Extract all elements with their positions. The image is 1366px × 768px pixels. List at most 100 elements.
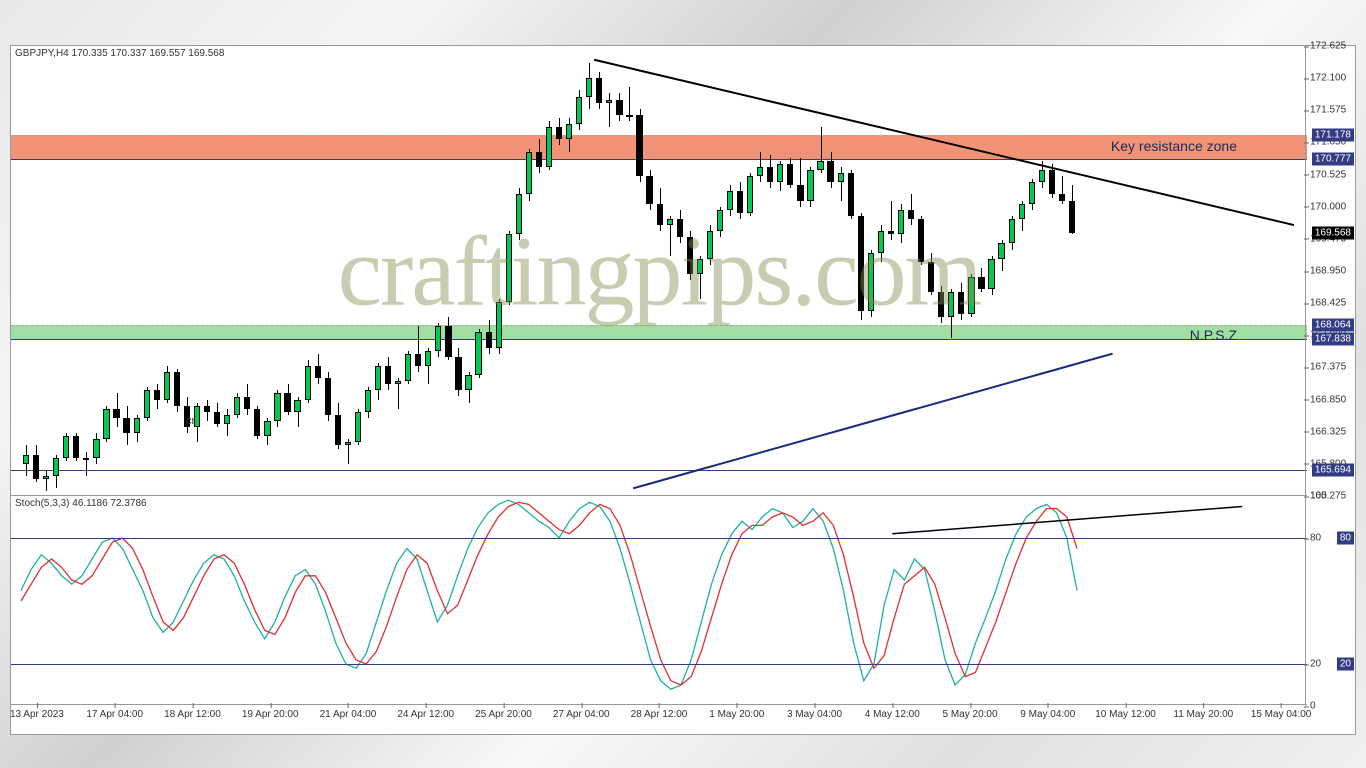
candle-body [606, 100, 612, 103]
price-tick: 172.100 [1310, 73, 1346, 84]
trendlines-layer [11, 46, 1307, 496]
candle-body [1029, 182, 1035, 203]
candle-body [415, 354, 421, 366]
candle-wick [46, 470, 47, 491]
time-tick: 17 Apr 04:00 [86, 709, 143, 720]
candle-body [435, 326, 441, 350]
price-line-label: 167.838 [1312, 333, 1354, 346]
candle-body [848, 173, 854, 216]
support-zone [11, 325, 1307, 339]
candle-body [294, 400, 300, 412]
time-tick: 4 May 12:00 [865, 709, 920, 720]
price-tick: 166.325 [1310, 426, 1346, 437]
candle-body [445, 326, 451, 357]
candle-body [646, 176, 652, 204]
price-tick: 168.950 [1310, 266, 1346, 277]
time-tick: 3 May 04:00 [787, 709, 842, 720]
candle-body [566, 124, 572, 139]
candle-body [425, 351, 431, 366]
stochastic-axis: 02080100 [1305, 496, 1355, 706]
price-tick: 167.375 [1310, 362, 1346, 373]
candle-wick [841, 167, 842, 201]
candle-body [928, 262, 934, 293]
stoch-level-label: 20 [1337, 658, 1354, 671]
candle-body [486, 332, 492, 347]
time-tick: 21 Apr 04:00 [320, 709, 377, 720]
stoch-tick: 20 [1310, 659, 1321, 670]
candle-body [958, 292, 964, 313]
horizontal-line [11, 470, 1307, 471]
candle-body [224, 415, 230, 424]
candle-body [838, 173, 844, 182]
time-tick: 1 May 20:00 [709, 709, 764, 720]
candle-body [174, 372, 180, 406]
price-tick: 171.575 [1310, 105, 1346, 116]
horizontal-line [11, 159, 1307, 160]
candle-body [264, 421, 270, 436]
stochastic-title: Stoch(5,3,3) 46.1186 72.3786 [15, 498, 147, 509]
time-tick: 5 May 20:00 [943, 709, 998, 720]
candle-body [43, 476, 49, 479]
candle-body [938, 292, 944, 316]
candle-body [596, 78, 602, 102]
candle-body [576, 97, 582, 125]
candle-body [1069, 201, 1075, 233]
candle-wick [609, 93, 610, 127]
price-tick: 168.425 [1310, 298, 1346, 309]
stochastic-lines [11, 496, 1307, 706]
price-line-label: 168.064 [1312, 319, 1354, 332]
main-price-chart[interactable]: craftingpips.com Key resistance zone N.P… [11, 46, 1307, 496]
candle-body [687, 237, 693, 274]
candle-body [586, 78, 592, 96]
candle-body [335, 415, 341, 446]
candle-wick [891, 201, 892, 241]
candle-body [1059, 194, 1065, 200]
candle-body [345, 442, 351, 445]
horizontal-line [11, 325, 1307, 326]
candle-body [113, 409, 119, 418]
resistance-zone-label: Key resistance zone [1111, 138, 1237, 154]
candle-body [53, 458, 59, 476]
candle-body [103, 409, 109, 440]
stoch-level-line [11, 664, 1307, 665]
candle-body [254, 409, 260, 437]
candle-body [465, 375, 471, 390]
stoch-tick: 100 [1310, 491, 1327, 502]
candle-body [405, 354, 411, 382]
candle-body [526, 152, 532, 195]
time-tick: 18 Apr 12:00 [164, 709, 221, 720]
candle-body [164, 372, 170, 400]
candle-body [807, 170, 813, 201]
price-line-label: 170.777 [1312, 153, 1354, 166]
candle-body [154, 390, 160, 399]
candle-body [898, 210, 904, 234]
time-tick: 19 Apr 20:00 [242, 709, 299, 720]
time-axis: 13 Apr 202317 Apr 04:0018 Apr 12:0019 Ap… [11, 704, 1307, 734]
candle-body [888, 231, 894, 234]
candle-body [878, 231, 884, 252]
candle-body [546, 127, 552, 167]
candle-body [777, 164, 783, 182]
time-tick: 28 Apr 12:00 [631, 709, 688, 720]
candle-body [667, 219, 673, 225]
candle-body [83, 458, 89, 460]
chart-container: GBPJPY,H4 170.335 170.337 169.557 169.56… [10, 45, 1356, 735]
candle-body [677, 219, 683, 237]
stochastic-chart[interactable] [11, 496, 1307, 706]
candle-body [234, 397, 240, 415]
price-axis: 165.275165.800166.325166.850167.375167.9… [1305, 46, 1355, 496]
candle-body [988, 259, 994, 290]
candle-body [918, 219, 924, 262]
current-price-label: 169.568 [1312, 227, 1354, 240]
candle-body [365, 390, 371, 411]
time-tick: 11 May 20:00 [1173, 709, 1233, 720]
candle-body [717, 210, 723, 231]
candle-body [325, 378, 331, 415]
candle-body [858, 216, 864, 311]
candle-body [978, 277, 984, 289]
stoch-tick: 80 [1310, 533, 1321, 544]
candle-body [636, 115, 642, 176]
price-tick: 170.000 [1310, 201, 1346, 212]
candle-body [747, 176, 753, 213]
time-tick: 10 May 12:00 [1095, 709, 1156, 720]
